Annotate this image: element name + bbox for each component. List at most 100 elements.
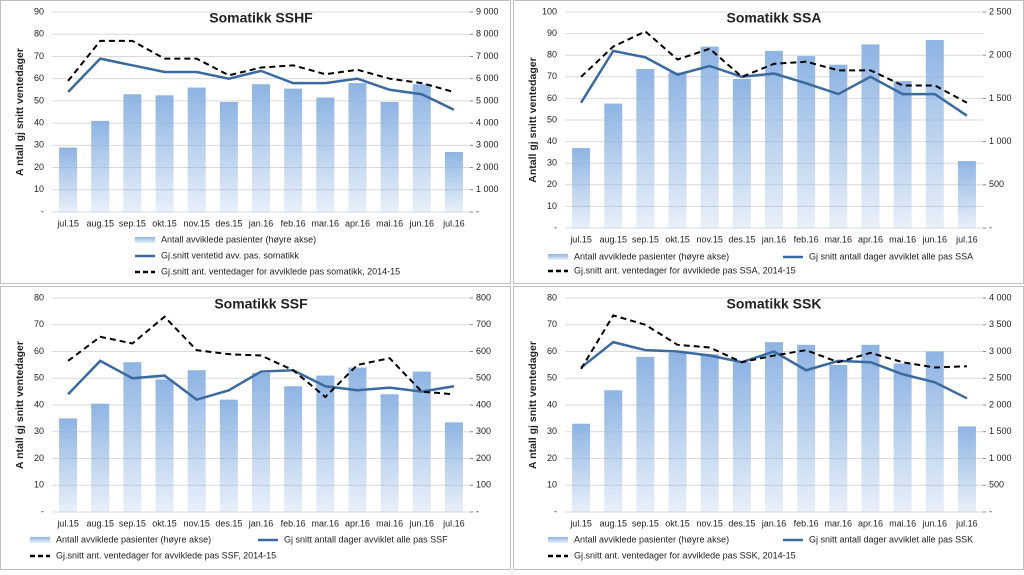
y2-tick-label: 1 000 xyxy=(989,453,1012,463)
x-tick-label: nov.15 xyxy=(184,218,210,228)
y2-tick-label: 7 000 xyxy=(476,51,499,61)
line-series xyxy=(580,49,968,117)
legend-label: Gj.snitt ant. ventedager for avviklede p… xyxy=(56,550,276,560)
y-tick-label: 30 xyxy=(34,140,44,150)
legend-swatch xyxy=(548,254,568,260)
bar xyxy=(444,422,463,512)
y-tick-label: 80 xyxy=(34,29,44,39)
legend-label: Antall avviklede pasienter (høyre akse) xyxy=(574,251,729,261)
line-series xyxy=(67,315,455,399)
x-tick-label: nov.15 xyxy=(184,518,210,528)
line-series xyxy=(580,314,967,370)
x-tick-label: aug.15 xyxy=(599,234,627,244)
y2-tick-label: 2 500 xyxy=(989,6,1012,16)
x-tick-label: sep.15 xyxy=(632,518,659,528)
y2-tick-label: 3 500 xyxy=(989,319,1012,329)
bar xyxy=(412,371,431,512)
y-axis-label: Antall gj snitt ventedager xyxy=(527,57,539,182)
x-tick-label: okt.15 xyxy=(152,218,177,228)
bar xyxy=(219,399,238,512)
y-tick-label: 70 xyxy=(547,319,557,329)
x-tick-label: des.15 xyxy=(728,234,755,244)
bar xyxy=(732,362,751,512)
bar xyxy=(764,342,784,512)
y-axis-label: A ntall gj snitt ventedager xyxy=(14,48,26,176)
y2-tick-label: 3 000 xyxy=(989,346,1012,356)
bar xyxy=(59,147,78,212)
y2-tick-label: - xyxy=(989,222,992,232)
y-tick-label: 40 xyxy=(547,136,557,146)
x-tick-label: sep.15 xyxy=(119,518,146,528)
y2-tick-label: 800 xyxy=(476,292,491,302)
chart-panel: Somatikk SSA Antall gj snitt ventedager - 1… xyxy=(513,0,1024,284)
bar xyxy=(957,161,976,228)
y2-tick-label: 5 000 xyxy=(476,95,499,105)
bar xyxy=(155,95,174,212)
y-tick-label: 30 xyxy=(34,426,44,436)
x-tick-label: okt.15 xyxy=(665,518,690,528)
legend-label: Gj snitt antall dager avviklet alle pas … xyxy=(284,534,448,544)
x-tick-label: jul.16 xyxy=(442,518,465,528)
y-axis-label: A ntall gj snitt ventedager xyxy=(527,341,539,469)
bar xyxy=(957,426,976,512)
bar xyxy=(861,44,880,229)
bar xyxy=(925,351,944,512)
x-tick-label: jun.16 xyxy=(409,518,435,528)
y2-tick-label: 2 000 xyxy=(989,399,1012,409)
y2-tick-label: 1 000 xyxy=(476,184,499,194)
bar xyxy=(380,394,399,512)
x-tick-label: jul.16 xyxy=(955,234,978,244)
bar xyxy=(764,50,784,228)
y2-tick-label: 1 500 xyxy=(989,426,1012,436)
y2-tick-label: 2 000 xyxy=(476,162,499,172)
bar xyxy=(668,352,687,512)
bar xyxy=(123,362,142,512)
bar xyxy=(316,97,335,212)
y-tick-label: 60 xyxy=(547,93,557,103)
y2-tick-label: - xyxy=(989,506,992,516)
y2-tick-label: 700 xyxy=(476,319,491,329)
chart-title: Somatikk SSA xyxy=(727,10,822,26)
y-tick-label: 50 xyxy=(34,95,44,105)
line-series xyxy=(580,340,968,400)
x-tick-label: jul.15 xyxy=(569,234,592,244)
bar xyxy=(829,364,848,512)
legend-label: Gj.snitt ant. ventedager for avviklede p… xyxy=(574,265,796,275)
x-tick-label: mar.16 xyxy=(825,234,853,244)
x-tick-label: feb.16 xyxy=(794,518,819,528)
y2-tick-label: 2 500 xyxy=(989,373,1012,383)
bar xyxy=(668,72,687,228)
x-tick-label: okt.15 xyxy=(665,234,690,244)
y-tick-label: 30 xyxy=(547,426,557,436)
bar xyxy=(348,83,367,212)
y-tick-label: 50 xyxy=(547,373,557,383)
y-tick-label: 70 xyxy=(34,319,44,329)
legend-label: Antall avviklede pasienter (høyre akse) xyxy=(574,534,729,544)
y-tick-label: 20 xyxy=(34,162,44,172)
x-tick-label: okt.15 xyxy=(152,518,177,528)
x-tick-label: des.15 xyxy=(215,218,242,228)
y2-tick-label: 2 000 xyxy=(989,50,1012,60)
legend-label: Antall avviklede pasienter (høyre akse) xyxy=(56,534,211,544)
y-tick-label: - xyxy=(554,506,557,516)
x-tick-label: jan.16 xyxy=(761,518,787,528)
x-tick-label: jul.15 xyxy=(56,518,79,528)
y-axis-label: A ntall gj snitt ventedager xyxy=(14,341,26,469)
x-tick-label: nov.15 xyxy=(697,234,723,244)
x-tick-label: feb.16 xyxy=(281,518,306,528)
bar xyxy=(284,386,303,512)
bar xyxy=(284,88,303,212)
x-tick-label: mai.16 xyxy=(889,518,916,528)
x-tick-label: sep.15 xyxy=(632,234,659,244)
bar xyxy=(732,78,751,229)
bar xyxy=(925,40,944,228)
y-tick-label: 20 xyxy=(34,453,44,463)
y2-tick-label: 200 xyxy=(476,453,491,463)
y-tick-label: 80 xyxy=(34,292,44,302)
bar xyxy=(797,344,816,512)
y-tick-label: - xyxy=(41,506,44,516)
chart-panel: Somatikk SSHF A ntall gj snitt ventedager… xyxy=(0,0,511,284)
y2-tick-label: 500 xyxy=(989,179,1004,189)
